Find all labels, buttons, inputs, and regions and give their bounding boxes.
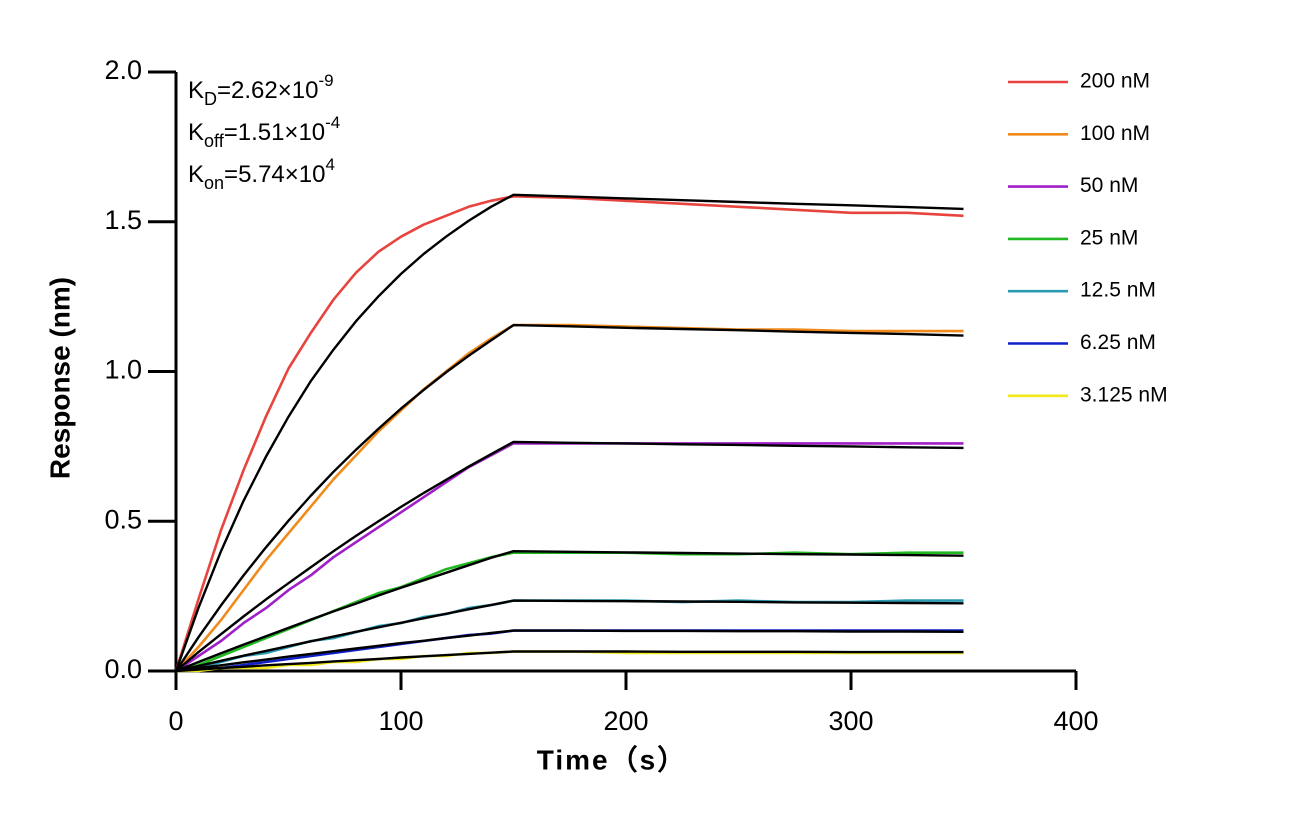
annotation-symbol: K [188, 119, 204, 146]
x-tick-label: 300 [828, 706, 873, 736]
annotation-superscript: -9 [318, 71, 333, 90]
fit-line [175, 323, 964, 672]
annotation-symbol: K [188, 161, 204, 188]
fit-line [175, 550, 964, 673]
annotation-superscript: 4 [325, 155, 334, 174]
y-tick-label: 1.0 [104, 355, 142, 385]
annotation-subscript: off [204, 131, 225, 151]
annotation-text: =1.51×10 [224, 119, 325, 146]
y-axis-label: Response (nm) [44, 277, 75, 479]
y-tick-label: 1.5 [104, 205, 142, 235]
fit-line [175, 629, 964, 673]
annotation-subscript: on [204, 173, 224, 193]
annotation: Koff=1.51×10-4 [188, 113, 340, 150]
data-line [175, 442, 964, 673]
fit-line [174, 193, 964, 672]
y-tick-label: 2.0 [104, 55, 142, 85]
x-tick-label: 400 [1053, 706, 1098, 736]
legend-label: 100 nM [1080, 122, 1150, 145]
x-axis-label: Time（s） [537, 743, 687, 775]
fit-line [175, 650, 964, 673]
legend-label: 200 nM [1080, 70, 1150, 93]
data-line [175, 599, 964, 673]
data-line [175, 323, 964, 672]
y-tick-label: 0.0 [104, 654, 142, 684]
annotation-text: =2.62×10 [217, 77, 318, 104]
y-tick-label: 0.5 [104, 504, 142, 534]
annotation: KD=2.62×10-9 [188, 71, 334, 108]
data-line [176, 650, 964, 673]
x-tick-label: 0 [168, 706, 183, 736]
legend-label: 3.125 nM [1080, 383, 1168, 406]
annotation-subscript: D [204, 89, 217, 109]
annotation-superscript: -4 [325, 113, 340, 132]
x-tick-label: 200 [603, 706, 648, 736]
annotation-symbol: K [188, 77, 204, 104]
annotation: Kon=5.74×104 [188, 155, 335, 192]
legend-label: 50 nM [1080, 174, 1138, 197]
legend-label: 6.25 nM [1080, 331, 1156, 354]
fit-line [175, 440, 964, 672]
annotation-text: =5.74×10 [224, 161, 325, 188]
legend-label: 12.5 nM [1080, 279, 1156, 302]
x-tick-label: 100 [378, 706, 423, 736]
fit-line [175, 599, 964, 673]
data-line [174, 195, 964, 672]
legend-label: 25 nM [1080, 226, 1138, 249]
